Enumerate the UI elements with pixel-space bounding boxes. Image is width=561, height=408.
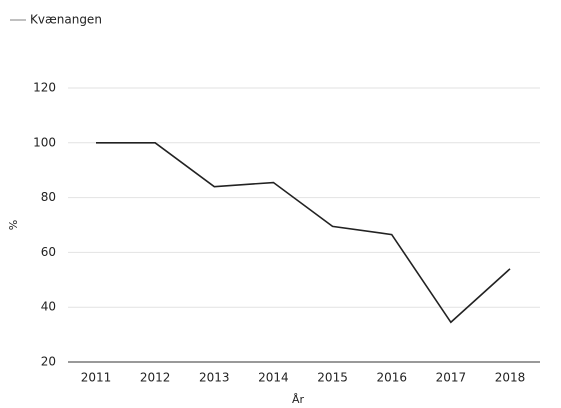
x-tick-label: 2013 xyxy=(199,371,230,385)
y-tick-label: 60 xyxy=(41,245,56,259)
y-tick-label: 20 xyxy=(41,355,56,369)
x-tick-label: 2011 xyxy=(81,371,112,385)
x-axis-label: År xyxy=(292,393,305,406)
x-tick-label: 2016 xyxy=(376,371,407,385)
x-tick-label: 2012 xyxy=(140,371,171,385)
y-axis-label: % xyxy=(7,220,20,230)
x-tick-label: 2017 xyxy=(436,371,467,385)
x-tick-label: 2014 xyxy=(258,371,289,385)
x-tick-label: 2015 xyxy=(317,371,348,385)
y-tick-label: 40 xyxy=(41,300,56,314)
legend-label: Kvænangen xyxy=(30,13,102,27)
x-tick-label: 2018 xyxy=(495,371,526,385)
y-tick-label: 80 xyxy=(41,190,56,204)
y-tick-label: 100 xyxy=(33,135,56,149)
y-tick-label: 120 xyxy=(33,81,56,95)
series-line xyxy=(96,142,511,324)
